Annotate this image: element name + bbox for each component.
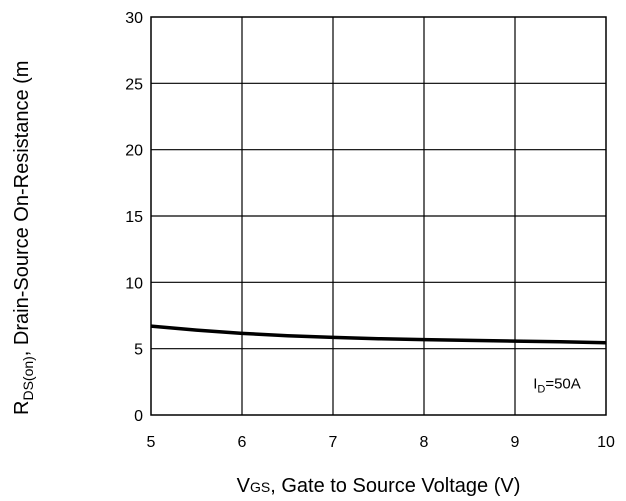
gridlines [151,17,606,415]
y-tick-label: 10 [125,275,143,292]
x-tick-label: 7 [329,434,338,451]
y-tick-label: 20 [125,143,143,160]
x-tick-label: 5 [147,434,156,451]
series-line [150,324,607,345]
series-group [150,324,607,345]
x-tick-label: 9 [511,434,520,451]
x-tick-label: 8 [420,434,429,451]
y-tick-label: 15 [125,209,143,226]
y-tick-label: 0 [134,408,143,425]
plot-frame [150,16,607,416]
y-axis-label: RDS(on), Drain-Source On-Resistance (m [11,61,36,415]
y-tick-label: 30 [125,10,143,27]
x-tick-label: 6 [238,434,247,451]
x-axis-label: VGS, Gate to Source Voltage (V) [237,475,521,497]
y-tick-label: 5 [134,342,143,359]
y-tick-label: 25 [125,76,143,93]
x-tick-label: 10 [597,434,615,451]
annotation-label: ID=50A [533,375,581,395]
